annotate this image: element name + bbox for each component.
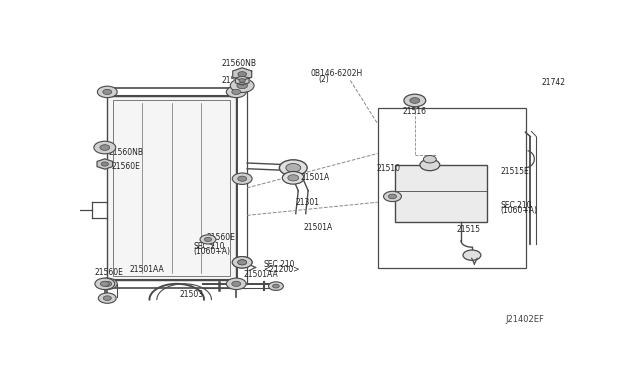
- Circle shape: [288, 175, 299, 181]
- Text: 21560E: 21560E: [111, 162, 140, 171]
- Circle shape: [95, 278, 115, 289]
- Circle shape: [200, 235, 216, 244]
- Text: J21402EF: J21402EF: [506, 315, 545, 324]
- Bar: [108, 96, 236, 279]
- Circle shape: [103, 281, 112, 286]
- Text: 21501A: 21501A: [301, 173, 330, 182]
- Circle shape: [232, 257, 252, 268]
- Circle shape: [97, 278, 117, 289]
- Circle shape: [103, 89, 112, 94]
- Text: <21200>: <21200>: [264, 265, 300, 274]
- Circle shape: [286, 164, 301, 172]
- Circle shape: [232, 257, 252, 268]
- Text: SEC.210: SEC.210: [500, 201, 532, 210]
- Polygon shape: [236, 76, 249, 85]
- Text: SEC.210: SEC.210: [193, 242, 225, 251]
- Text: 21560E: 21560E: [95, 268, 124, 277]
- Circle shape: [100, 145, 109, 150]
- Text: (1060+A): (1060+A): [193, 247, 230, 256]
- Text: (1060+A): (1060+A): [500, 206, 538, 215]
- Text: 21560NB: 21560NB: [221, 59, 257, 68]
- Text: 21742: 21742: [541, 78, 565, 87]
- Circle shape: [227, 86, 246, 97]
- Text: SEC.210: SEC.210: [264, 260, 295, 269]
- Text: 21515E: 21515E: [500, 167, 529, 176]
- Circle shape: [273, 284, 279, 288]
- Text: 21515: 21515: [457, 225, 481, 234]
- Circle shape: [230, 79, 254, 93]
- Circle shape: [420, 159, 440, 171]
- Circle shape: [237, 176, 246, 181]
- Text: (2): (2): [318, 75, 329, 84]
- Text: 21510: 21510: [376, 164, 401, 173]
- Polygon shape: [233, 68, 252, 80]
- Text: 21516: 21516: [403, 107, 426, 116]
- Bar: [395, 165, 487, 222]
- Circle shape: [239, 78, 245, 82]
- Text: 21301: 21301: [296, 198, 320, 207]
- Circle shape: [238, 72, 246, 77]
- Circle shape: [280, 160, 307, 176]
- Circle shape: [232, 281, 241, 286]
- Circle shape: [100, 281, 109, 286]
- Text: 21501A: 21501A: [303, 224, 332, 232]
- Circle shape: [237, 260, 246, 265]
- Bar: [113, 100, 230, 276]
- Circle shape: [410, 97, 420, 103]
- Text: 21560NB: 21560NB: [109, 148, 144, 157]
- Circle shape: [101, 162, 108, 166]
- Circle shape: [232, 173, 252, 185]
- Bar: [378, 108, 526, 268]
- Circle shape: [424, 155, 436, 163]
- Text: 21560E: 21560E: [207, 234, 236, 243]
- Circle shape: [103, 296, 111, 301]
- Circle shape: [463, 250, 481, 260]
- Text: 21503: 21503: [179, 290, 204, 299]
- Circle shape: [94, 141, 116, 154]
- Circle shape: [97, 86, 117, 97]
- Circle shape: [204, 237, 212, 241]
- Circle shape: [232, 89, 241, 94]
- Circle shape: [282, 171, 304, 184]
- Text: 0B146-6202H: 0B146-6202H: [310, 69, 363, 78]
- Circle shape: [269, 282, 284, 291]
- Circle shape: [237, 83, 248, 89]
- Circle shape: [404, 94, 426, 107]
- Circle shape: [237, 260, 246, 265]
- Circle shape: [227, 278, 246, 289]
- Text: 21501AA: 21501AA: [244, 270, 278, 279]
- Circle shape: [383, 191, 401, 202]
- Text: 21501AA: 21501AA: [129, 265, 164, 274]
- Text: 21560E: 21560E: [221, 76, 250, 85]
- Circle shape: [388, 194, 397, 199]
- Circle shape: [99, 293, 116, 303]
- Polygon shape: [97, 159, 113, 169]
